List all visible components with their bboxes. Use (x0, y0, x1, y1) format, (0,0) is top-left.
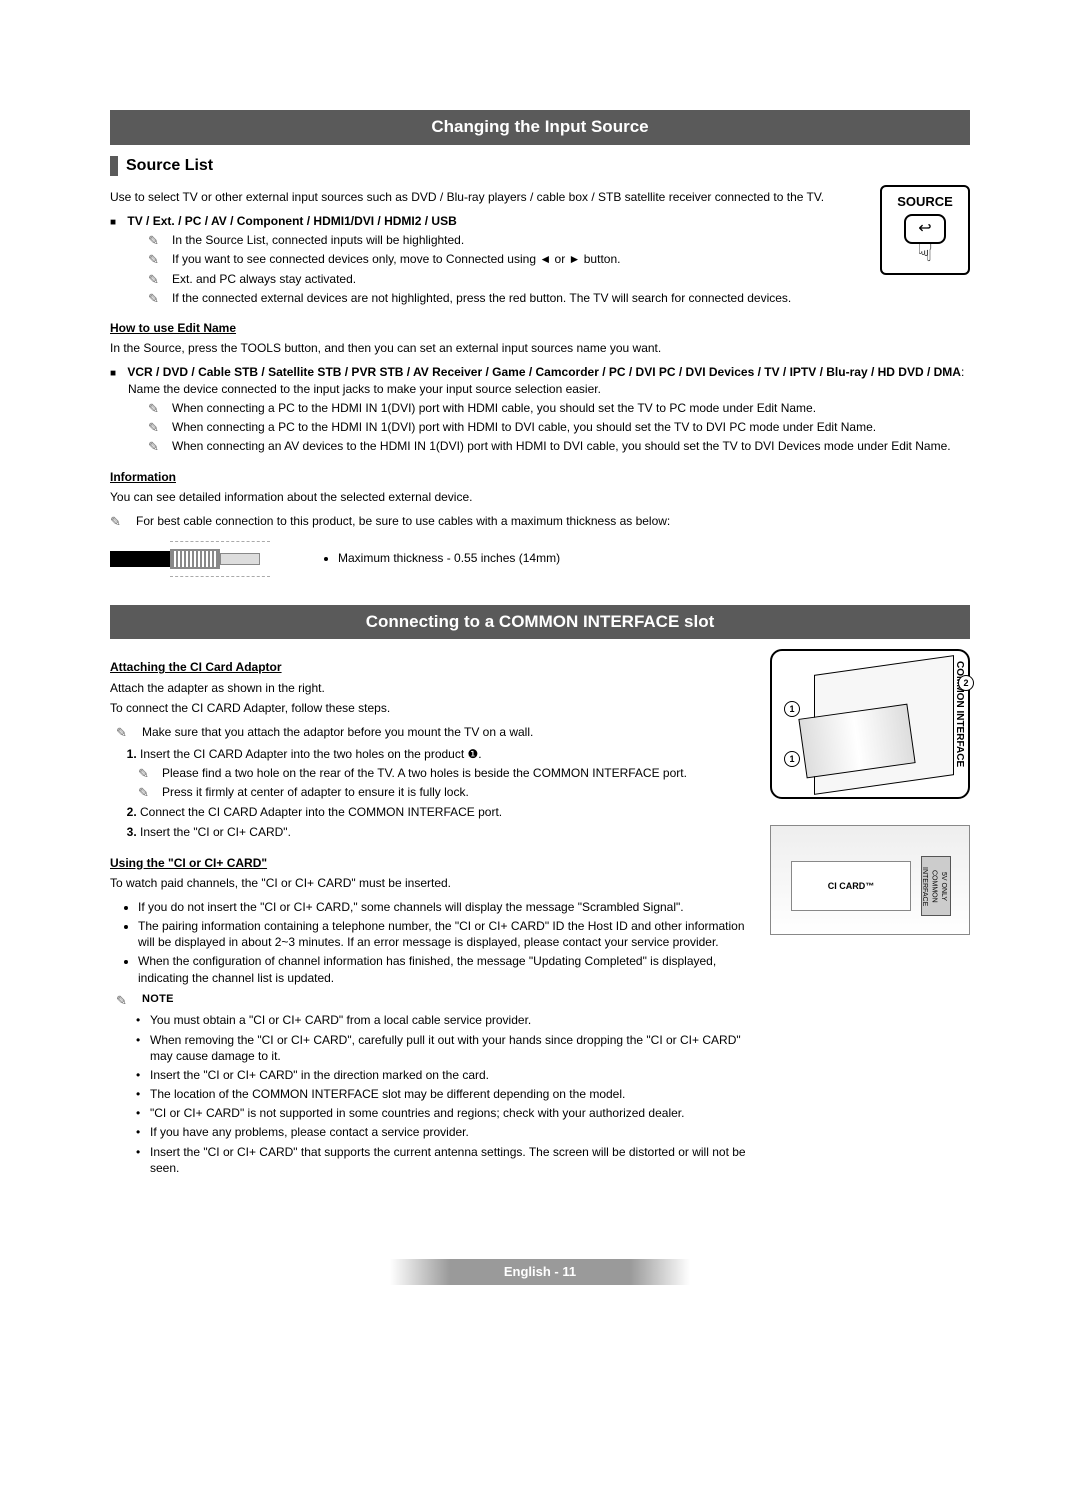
edit-name-note: ✎When connecting an AV devices to the HD… (172, 438, 970, 454)
note-icon: ✎ (148, 419, 168, 437)
using-intro: To watch paid channels, the "CI or CI+ C… (110, 875, 750, 891)
note-text: When connecting a PC to the HDMI IN 1(DV… (172, 401, 816, 415)
cable-diagram (110, 539, 290, 579)
note-icon: ✎ (116, 992, 136, 1010)
subhead-text: Source List (126, 155, 213, 177)
step-text: Insert the "CI or CI+ CARD". (140, 825, 291, 839)
note-bullet: Insert the "CI or CI+ CARD" that support… (150, 1144, 750, 1176)
subhead-source-list: Source List (110, 155, 970, 177)
remote-source-label: SOURCE (882, 193, 968, 211)
note-icon: ✎ (116, 724, 136, 742)
cable-body-icon (110, 551, 170, 567)
attach-line1: Attach the adapter as shown in the right… (110, 680, 750, 696)
using-bullet: If you do not insert the "CI or CI+ CARD… (138, 899, 750, 915)
ci-step-3: Insert the "CI or CI+ CARD". (140, 824, 750, 840)
page-footer: English - 11 (110, 1259, 970, 1285)
source-note: ✎Ext. and PC always stay activated. (172, 271, 860, 287)
attach-line2: To connect the CI CARD Adapter, follow t… (110, 700, 750, 716)
note-icon: ✎ (138, 765, 158, 783)
note-text: Ext. and PC always stay activated. (172, 272, 356, 286)
slot-5v: 5V ONLY (940, 872, 947, 901)
ports-text: TV / Ext. / PC / AV / Component / HDMI1/… (127, 214, 456, 228)
information-line: You can see detailed information about t… (110, 489, 970, 505)
ci-step-1: Insert the CI CARD Adapter into the two … (140, 746, 750, 801)
information-heading: Information (110, 469, 176, 485)
ci-card-label: CI CARD™ (791, 861, 911, 911)
subhead-bar-icon (110, 156, 118, 176)
edit-name-note: ✎When connecting a PC to the HDMI IN 1(D… (172, 419, 970, 435)
note-icon: ✎ (148, 290, 168, 308)
note-icon: ✎ (148, 400, 168, 418)
note-text: In the Source List, connected inputs wil… (172, 233, 464, 247)
note-icon: ✎ (148, 438, 168, 456)
note-text: When connecting an AV devices to the HDM… (172, 439, 951, 453)
note-text: If the connected external devices are no… (172, 291, 791, 305)
edit-name-intro: In the Source, press the TOOLS button, a… (110, 340, 970, 356)
ports-line: TV / Ext. / PC / AV / Component / HDMI1/… (128, 213, 860, 306)
marker-1-icon: 1 (784, 701, 800, 717)
note-icon: ✎ (148, 251, 168, 269)
cable-connector-icon (170, 549, 220, 569)
slot-ci: COMMON INTERFACE (921, 867, 937, 906)
cable-tip-icon (220, 553, 260, 565)
using-heading: Using the "CI or CI+ CARD" (110, 855, 267, 871)
source-intro: Use to select TV or other external input… (110, 189, 860, 205)
note-bullet: If you have any problems, please contact… (150, 1124, 750, 1140)
banner-common-interface: Connecting to a COMMON INTERFACE slot (110, 605, 970, 640)
ci-slot-diagram: COMMON INTERFACE 1 1 2 (770, 649, 970, 799)
note-bullet: "CI or CI+ CARD" is not supported in som… (150, 1105, 750, 1121)
edit-name-heading: How to use Edit Name (110, 320, 236, 336)
note-bullet: Insert the "CI or CI+ CARD" in the direc… (150, 1067, 750, 1083)
ci-step-2: Connect the CI CARD Adapter into the COM… (140, 804, 750, 820)
note-icon: ✎ (148, 271, 168, 289)
card-slot-labels: 5V ONLY COMMON INTERFACE (921, 856, 951, 916)
page-number: English - 11 (390, 1259, 690, 1285)
step-text: Insert the CI CARD Adapter into the two … (140, 747, 482, 761)
note-icon: ✎ (110, 513, 130, 531)
using-bullet: The pairing information containing a tel… (138, 918, 750, 950)
note-bullet: You must obtain a "CI or CI+ CARD" from … (150, 1012, 750, 1028)
banner-changing-source: Changing the Input Source (110, 110, 970, 145)
attach-heading: Attaching the CI Card Adaptor (110, 659, 282, 675)
pre-mount-note: Make sure that you attach the adaptor be… (142, 724, 533, 740)
marker-1b-icon: 1 (784, 751, 800, 767)
note-bullet: When removing the "CI or CI+ CARD", care… (150, 1032, 750, 1064)
marker-2-icon: 2 (958, 675, 974, 691)
cable-note: For best cable connection to this produc… (136, 513, 670, 529)
note-text: When connecting a PC to the HDMI IN 1(DV… (172, 420, 876, 434)
step1-note: ✎Press it firmly at center of adapter to… (162, 784, 750, 800)
using-bullet: When the configuration of channel inform… (138, 953, 750, 985)
step1-note: ✎Please find a two hole on the rear of t… (162, 765, 750, 781)
note-text: If you want to see connected devices onl… (172, 252, 620, 266)
note-text: Press it firmly at center of adapter to … (162, 785, 469, 799)
edit-name-note: ✎When connecting a PC to the HDMI IN 1(D… (172, 400, 970, 416)
step-text: Connect the CI CARD Adapter into the COM… (140, 805, 502, 819)
hand-pointer-icon: ☟ (882, 242, 968, 263)
source-note: ✎If you want to see connected devices on… (172, 251, 860, 267)
devices-list: VCR / DVD / Cable STB / Satellite STB / … (127, 365, 961, 379)
note-icon: ✎ (148, 232, 168, 250)
note-label: NOTE (142, 992, 174, 1007)
note-icon: ✎ (138, 784, 158, 802)
remote-source-box: SOURCE ↩ ☟ (880, 185, 970, 275)
note-text: Please find a two hole on the rear of th… (162, 766, 687, 780)
max-thickness: Maximum thickness - 0.55 inches (14mm) (338, 550, 560, 566)
note-bullet: The location of the COMMON INTERFACE slo… (150, 1086, 750, 1102)
ci-card-diagram: CI CARD™ 5V ONLY COMMON INTERFACE (770, 825, 970, 935)
edit-name-devices: VCR / DVD / Cable STB / Satellite STB / … (128, 364, 970, 454)
source-note: ✎If the connected external devices are n… (172, 290, 860, 306)
source-note: ✎In the Source List, connected inputs wi… (172, 232, 860, 248)
